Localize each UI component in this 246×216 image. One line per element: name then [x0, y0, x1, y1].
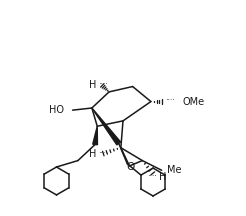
Text: H: H — [89, 149, 96, 159]
Text: HO: HO — [49, 105, 64, 115]
Text: O: O — [126, 162, 135, 172]
Text: H: H — [159, 172, 167, 182]
Text: ····: ···· — [98, 149, 107, 158]
Text: Me: Me — [167, 165, 182, 175]
Text: H: H — [89, 80, 96, 90]
Text: ····: ···· — [165, 96, 174, 105]
Text: OMe: OMe — [182, 97, 204, 106]
Polygon shape — [92, 108, 121, 145]
Polygon shape — [93, 126, 97, 145]
Text: ····: ···· — [147, 172, 157, 181]
Text: ····: ···· — [98, 80, 107, 89]
